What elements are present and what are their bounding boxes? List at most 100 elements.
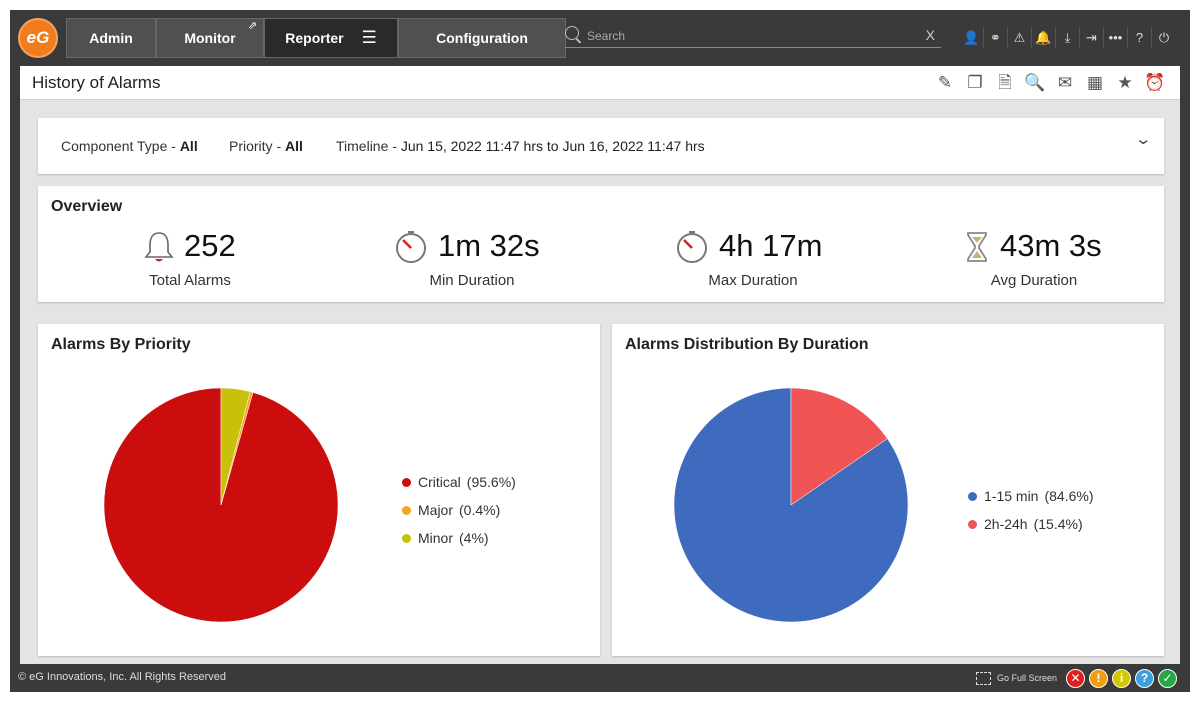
filter-label: Component Type - [61, 138, 180, 154]
alarm-flag-icon[interactable]: ⚠ [1008, 28, 1032, 48]
legend-item[interactable]: Critical (95.6%) [402, 468, 516, 496]
eg-logo[interactable]: eG [18, 18, 58, 58]
nav-admin[interactable]: Admin [66, 18, 156, 58]
legend-item[interactable]: Minor (4%) [402, 524, 516, 552]
user-icon[interactable]: 👤 [960, 28, 984, 48]
sign-in-icon[interactable]: ⇥ [1080, 28, 1104, 48]
search-clear-icon[interactable]: X [925, 27, 935, 43]
legend-label: 2h-24h [984, 516, 1028, 532]
nav-configuration[interactable]: Configuration [398, 18, 566, 58]
go-full-screen-label: Go Full Screen [997, 673, 1058, 683]
filter-value: All [285, 138, 303, 154]
legend-item[interactable]: Major (0.4%) [402, 496, 516, 524]
unknown-status-icon[interactable]: ? [1135, 669, 1154, 688]
filter-label: Priority - [229, 138, 285, 154]
legend-percent: (15.4%) [1033, 516, 1083, 532]
nav-monitor-label: Monitor [184, 30, 236, 46]
search-icon [565, 26, 579, 40]
legend-item[interactable]: 1-15 min (84.6%) [968, 482, 1094, 510]
mail-icon[interactable]: ✉ [1057, 73, 1073, 92]
overview-title: Overview [51, 198, 123, 215]
footer: © eG Innovations, Inc. All Rights Reserv… [10, 666, 1190, 692]
power-icon[interactable]: ⏻ [1158, 30, 1170, 45]
min-duration-value: 1m 32s [438, 228, 540, 263]
filter-value: All [179, 138, 198, 154]
copyright: © eG Innovations, Inc. All Rights Reserv… [18, 671, 227, 683]
major-status-icon[interactable]: ! [1089, 669, 1108, 688]
help-icon[interactable]: ? [1128, 28, 1152, 48]
legend-label: Minor [418, 530, 454, 546]
legend-dot [968, 492, 977, 501]
total-alarms-value: 252 [184, 228, 236, 263]
pie-slice-minor[interactable] [220, 387, 251, 506]
filter-label: Timeline - [336, 138, 401, 154]
search-box: X [565, 26, 941, 48]
overview-card: Overview 252 Total Alarms 1m 32s Min Dur… [38, 186, 1164, 302]
go-full-screen-button[interactable]: Go Full Screen [976, 670, 1057, 686]
pie-slice-2h-24h[interactable] [790, 387, 888, 506]
stat-min-duration: 1m 32s Min Duration [332, 226, 612, 296]
hamburger-menu-icon[interactable]: ☰ [361, 28, 377, 47]
legend-percent: (4%) [459, 530, 489, 546]
legend-label: Major [418, 502, 454, 518]
nav-reporter-label: Reporter [285, 30, 344, 46]
alarm-clock-icon[interactable]: ⏰ [1144, 73, 1166, 92]
max-duration-label: Max Duration [708, 272, 798, 289]
legend-dot [402, 506, 411, 515]
excel-icon[interactable]: ▦ [1086, 73, 1104, 92]
chart-title: Alarms By Priority [51, 336, 191, 353]
legend-percent: (0.4%) [459, 502, 501, 518]
filter-component-type[interactable]: Component Type - All [61, 138, 198, 154]
search-input[interactable] [587, 26, 907, 46]
copy-report-icon[interactable]: ❐ [967, 73, 983, 92]
filter-value: Jun 15, 2022 11:47 hrs to Jun 16, 2022 1… [400, 138, 705, 154]
bell-icon[interactable]: 🔔 [1032, 28, 1056, 48]
fullscreen-icon [976, 672, 991, 686]
min-duration-label: Min Duration [429, 272, 515, 289]
page-title: History of Alarms [32, 73, 161, 92]
chevron-down-icon[interactable]: ⌄ [1134, 131, 1153, 148]
filter-priority[interactable]: Priority - All [229, 138, 303, 154]
print-preview-icon[interactable]: 🔍 [1024, 73, 1046, 92]
top-navigation: eG Admin Monitor ⇗ Reporter ☰ Configurat… [10, 10, 1190, 66]
nav-monitor[interactable]: Monitor ⇗ [156, 18, 264, 58]
report-actions: ✎ ❐ 🗎 🔍 ✉ ▦ ★ ⏰ [930, 71, 1170, 95]
pdf-icon[interactable]: 🗎 [998, 73, 1012, 92]
chart-title: Alarms Distribution By Duration [625, 336, 869, 353]
timer-icon [677, 231, 707, 263]
stat-avg-duration: 43m 3s Avg Duration [894, 226, 1174, 296]
external-link-icon[interactable]: ⇗ [247, 20, 257, 32]
minor-status-icon[interactable]: i [1112, 669, 1131, 688]
stat-max-duration: 4h 17m Max Duration [613, 226, 893, 296]
download-icon[interactable]: ⤓ [1056, 28, 1080, 48]
normal-status-icon[interactable]: ✓ [1158, 669, 1177, 688]
critical-status-icon[interactable]: ✕ [1066, 669, 1085, 688]
legend-label: 1-15 min [984, 488, 1039, 504]
more-icon[interactable]: ••• [1104, 28, 1128, 48]
toolbar-icons: 👤 ⚭ ⚠ 🔔 ⤓ ⇥ ••• ? ⏻ [960, 28, 1176, 48]
link-icon[interactable]: ⚭ [984, 28, 1008, 48]
main-content: History of Alarms ✎ ❐ 🗎 🔍 ✉ ▦ ★ ⏰ Compon… [20, 66, 1180, 664]
avg-duration-label: Avg Duration [990, 272, 1078, 289]
avg-duration-value: 43m 3s [1000, 228, 1102, 263]
legend-label: Critical [418, 474, 461, 490]
legend-percent: (95.6%) [466, 474, 516, 490]
hourglass-icon [967, 232, 987, 262]
alarms-by-duration-card: Alarms Distribution By Duration 1-15 min… [612, 324, 1164, 656]
max-duration-value: 4h 17m [719, 228, 823, 263]
nav-reporter[interactable]: Reporter ☰ [264, 18, 398, 58]
stat-total-alarms: 252 Total Alarms [48, 226, 328, 296]
alarms-by-priority-card: Alarms By Priority Critical (95.6%) Major (… [38, 324, 600, 656]
legend-item[interactable]: 2h-24h (15.4%) [968, 510, 1094, 538]
legend-dot [968, 520, 977, 529]
star-icon[interactable]: ★ [1117, 73, 1133, 92]
priority-legend: Critical (95.6%) Major (0.4%) Minor (4%) [402, 468, 516, 552]
legend-dot [402, 534, 411, 543]
app-frame: eG Admin Monitor ⇗ Reporter ☰ Configurat… [10, 10, 1190, 692]
timer-icon [396, 231, 426, 263]
status-icons: ✕! i? ✓ [1066, 669, 1181, 688]
legend-percent: (84.6%) [1044, 488, 1094, 504]
filter-timeline[interactable]: Timeline - Jun 15, 2022 11:47 hrs to Jun… [336, 138, 705, 154]
edit-report-icon[interactable]: ✎ [937, 73, 953, 92]
priority-pie-chart [103, 387, 339, 623]
